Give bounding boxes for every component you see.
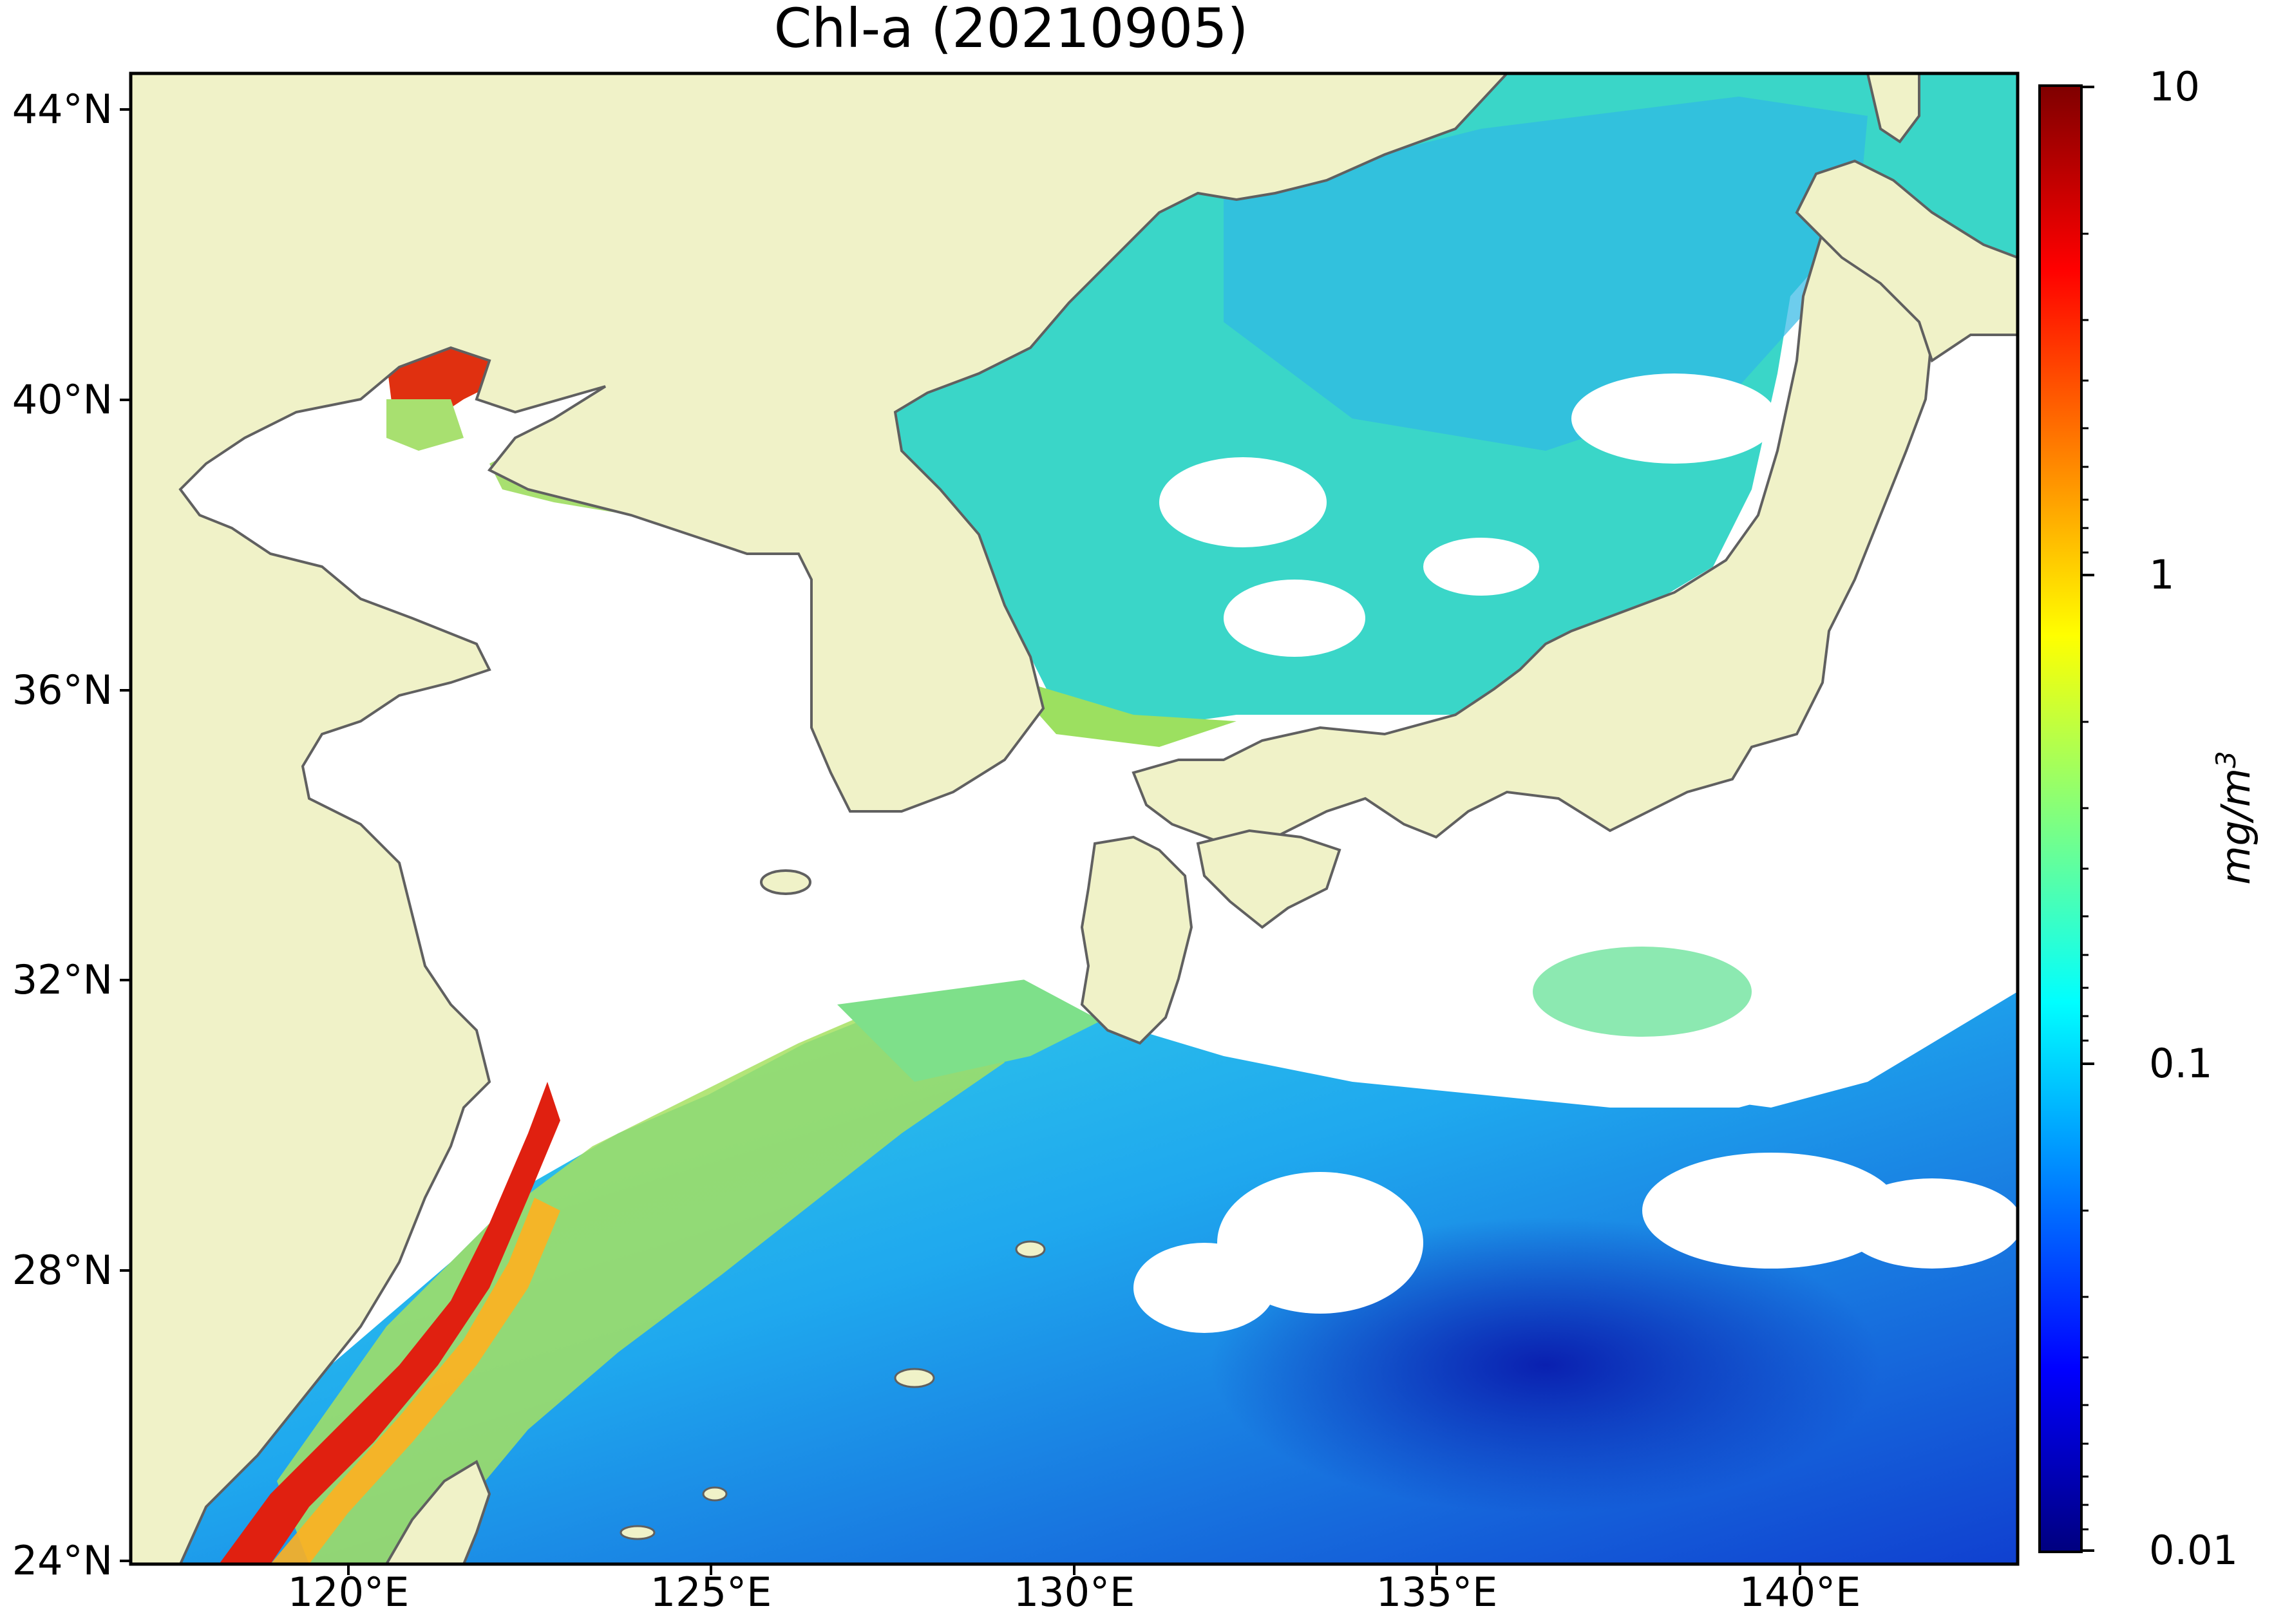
lon-label-140: 140°E <box>1739 1569 1861 1616</box>
lat-label-40: 40°N <box>12 376 113 423</box>
cloud <box>1159 457 1327 547</box>
lon-label-120: 120°E <box>287 1569 410 1616</box>
land-amami <box>1015 1240 1046 1258</box>
patch-field <box>1533 947 1752 1037</box>
bohai-field <box>386 399 464 451</box>
map-title: Chl-a (20210905) <box>773 0 1249 60</box>
east-china-sea-field <box>277 1005 1005 1564</box>
lon-label-130: 130°E <box>1013 1569 1135 1616</box>
cloud <box>1842 1178 2018 1269</box>
lat-label-44: 44°N <box>12 86 113 133</box>
land-kyushu <box>1080 835 1193 1045</box>
cloud <box>1224 580 1365 657</box>
cloud <box>1423 538 1539 596</box>
korea-strait-field <box>1005 676 1236 747</box>
lat-label-28: 28°N <box>12 1247 113 1294</box>
lon-label-125: 125°E <box>650 1569 772 1616</box>
colorbar-unit-label: mg/m3 <box>2210 751 2259 885</box>
colorbar-label-0.1: 0.1 <box>2149 1040 2213 1087</box>
colorbar-label-0.01: 0.01 <box>2149 1527 2239 1574</box>
colorbar-label-1: 1 <box>2149 551 2175 598</box>
land-jeju <box>760 869 811 895</box>
land-okinawa <box>894 1368 935 1388</box>
kuroshio-edge-field <box>837 979 1133 1082</box>
colorbar-label-10: 10 <box>2149 63 2200 110</box>
land-island <box>702 1486 728 1502</box>
china-coastal-transition <box>270 1198 560 1564</box>
colorbar-minor-ticks <box>2081 232 2089 1531</box>
cloud <box>1133 1243 1275 1333</box>
cloud <box>1642 1153 1900 1269</box>
land-taiwan <box>384 1460 491 1564</box>
lat-label-36: 36°N <box>12 666 113 713</box>
land-hokkaido <box>1795 159 2018 363</box>
land-island <box>620 1525 656 1540</box>
east-sea-offshore-field <box>1224 97 1868 451</box>
lon-ticks <box>347 1564 1801 1575</box>
land-sakhalin <box>1866 73 1920 144</box>
lat-label-24: 24°N <box>12 1537 113 1584</box>
lat-label-32: 32°N <box>12 956 113 1003</box>
lon-label-135: 135°E <box>1376 1569 1498 1616</box>
cloud-band <box>998 773 2018 1108</box>
colorbar-major-ticks <box>2081 86 2094 1552</box>
colorbar <box>2038 84 2083 1553</box>
land-mainland-asia <box>131 73 1509 1564</box>
cloud <box>1571 373 1777 464</box>
land-shikoku <box>1196 829 1341 929</box>
lat-ticks <box>120 108 131 1562</box>
land-honshu <box>1132 230 1934 845</box>
